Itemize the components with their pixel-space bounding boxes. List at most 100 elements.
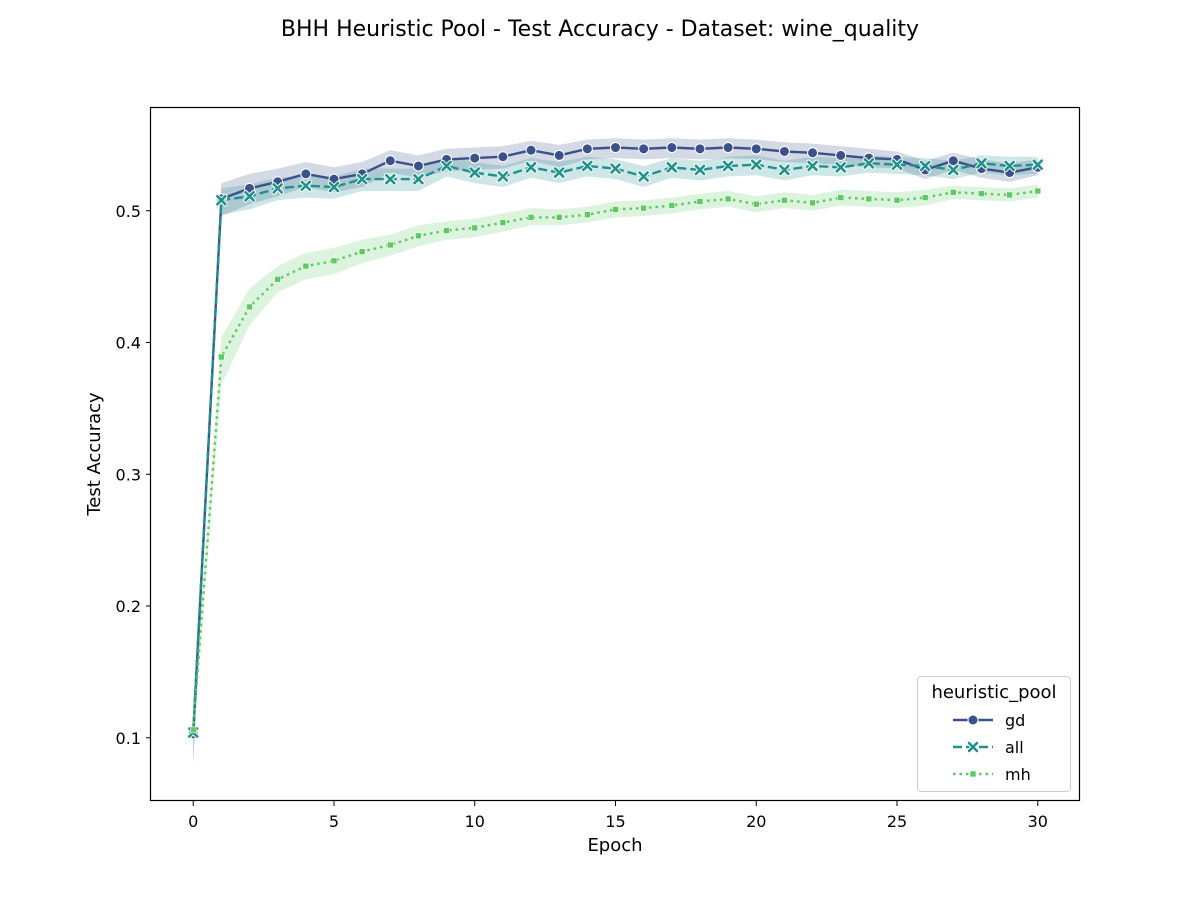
x-tick-label: 20	[746, 812, 766, 831]
data-point-all	[412, 172, 425, 186]
data-point-gd	[553, 149, 565, 161]
data-point-all	[834, 161, 847, 174]
legend-marker	[967, 714, 979, 726]
data-point-mh	[696, 198, 704, 205]
data-point-all	[243, 190, 256, 203]
data-point-gd	[835, 149, 847, 161]
legend-label: all	[1005, 738, 1024, 757]
data-point-mh	[724, 195, 732, 203]
data-point-all	[806, 159, 819, 173]
y-axis: 0.1 0.2 0.3 0.4 0.5	[116, 202, 151, 748]
data-point-mh	[978, 190, 985, 197]
data-point-all	[778, 163, 791, 177]
confidence-bands	[193, 138, 1038, 767]
series-line-gd	[192, 146, 1039, 734]
y-tick-label: 0.1	[116, 729, 141, 748]
x-tick-label: 30	[1028, 812, 1048, 831]
legend-item-gd: gd	[953, 711, 1025, 730]
data-point-mh	[612, 206, 619, 213]
data-point-mh	[1034, 187, 1042, 195]
data-point-all	[384, 172, 397, 186]
data-point-all	[496, 170, 510, 183]
data-point-all	[581, 159, 594, 173]
y-tick-label: 0.3	[116, 465, 141, 484]
data-point-all	[1031, 158, 1045, 171]
data-point-all	[637, 170, 650, 183]
legend-items: gd all mh	[953, 711, 1031, 784]
x-tick-label: 25	[887, 812, 907, 831]
data-point-all	[271, 182, 284, 195]
data-point-mh	[837, 194, 845, 201]
data-point-mh	[527, 214, 535, 221]
data-point-mh	[302, 262, 310, 270]
data-point-mh	[274, 275, 281, 283]
data-point-mh	[668, 202, 676, 209]
data-point-gd	[384, 155, 396, 167]
y-tick-label: 0.5	[116, 202, 141, 221]
data-point-all	[918, 159, 932, 173]
data-point-mh	[189, 726, 197, 734]
data-point-all	[440, 159, 453, 173]
data-point-gd	[807, 147, 819, 159]
data-point-mh	[921, 194, 929, 201]
data-point-gd	[722, 142, 734, 154]
data-point-all	[524, 161, 538, 174]
legend-title: heuristic_pool	[931, 682, 1056, 703]
y-tick-label: 0.2	[116, 597, 141, 616]
data-point-all	[299, 179, 313, 192]
y-tick-label: 0.4	[116, 334, 141, 353]
confidence-band-gd	[193, 138, 1038, 762]
legend-marker	[966, 740, 980, 754]
data-point-all	[552, 166, 566, 179]
data-point-mh	[584, 211, 591, 219]
data-point-all	[468, 166, 481, 179]
legend-frame	[917, 676, 1071, 792]
data-point-all	[721, 159, 735, 173]
data-point-gd	[638, 143, 650, 155]
legend-label: mh	[1005, 765, 1031, 784]
confidence-band-all	[193, 155, 1038, 767]
x-axis-label: Epoch	[587, 835, 642, 856]
data-point-mh	[218, 353, 225, 361]
data-point-all	[693, 163, 707, 177]
data-point-mh	[499, 219, 507, 226]
data-point-gd	[412, 160, 424, 172]
data-point-gd	[666, 142, 678, 154]
data-point-all	[750, 158, 763, 171]
data-point-mh	[781, 196, 788, 204]
legend-label: gd	[1005, 711, 1025, 730]
legend-item-mh: mh	[953, 765, 1031, 784]
data-point-gd	[750, 143, 762, 155]
legend: heuristic_pool gd all mh	[917, 676, 1071, 792]
data-point-mh	[1006, 191, 1013, 199]
series-markers	[186, 142, 1045, 740]
plot-frame	[149, 106, 1081, 802]
x-axis: 0 5 10 15 20 25 30	[188, 801, 1048, 831]
legend-marker	[969, 770, 977, 778]
series-line-all	[192, 162, 1038, 733]
data-point-gd	[581, 143, 593, 155]
data-point-gd	[947, 155, 959, 167]
x-tick-label: 15	[605, 812, 625, 831]
data-point-all	[609, 162, 622, 175]
data-point-all	[355, 172, 369, 186]
x-tick-label: 10	[465, 812, 485, 831]
data-point-mh	[386, 241, 394, 249]
data-point-mh	[809, 199, 816, 207]
data-point-all	[215, 193, 228, 207]
data-point-all	[862, 157, 876, 170]
confidence-band-mh	[193, 184, 1038, 741]
data-point-mh	[358, 248, 366, 255]
data-point-gd	[694, 143, 706, 155]
series-lines	[192, 146, 1039, 734]
data-point-all	[947, 163, 960, 177]
data-point-mh	[640, 204, 647, 212]
data-point-all	[890, 158, 904, 171]
data-point-gd	[469, 152, 481, 164]
data-point-all	[1003, 159, 1016, 173]
data-point-mh	[330, 257, 338, 265]
data-point-all	[327, 180, 341, 194]
data-point-gd	[610, 142, 621, 154]
x-tick-label: 0	[188, 812, 198, 831]
